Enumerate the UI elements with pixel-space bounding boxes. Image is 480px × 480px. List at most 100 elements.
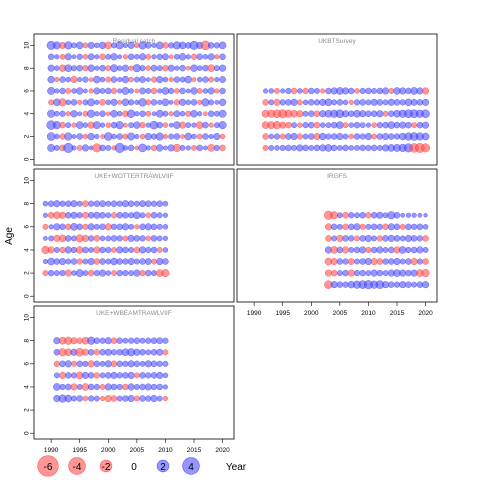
residual-bubble (213, 132, 221, 141)
residual-bubble (104, 223, 112, 231)
x-tick-label: 1995 (275, 310, 290, 317)
residual-bubble (87, 360, 95, 368)
residual-bubble (87, 372, 95, 379)
residual-bubble (421, 143, 431, 153)
residual-bubble (173, 76, 181, 83)
residual-bubble (59, 223, 66, 231)
residual-bubble (279, 144, 286, 152)
residual-bubble (213, 65, 220, 72)
residual-bubble (65, 235, 72, 242)
residual-bubble (42, 200, 49, 207)
residual-bubble (127, 383, 135, 391)
residual-bubble (308, 133, 315, 140)
residual-bubble (127, 234, 135, 242)
residual-bubble (117, 99, 123, 105)
residual-bubble (116, 235, 123, 242)
residual-bubble (116, 269, 123, 277)
residual-bubble (100, 395, 106, 402)
residual-bubble (167, 64, 175, 72)
residual-bubble (376, 269, 384, 277)
residual-bubble (359, 235, 366, 242)
residual-bubble (376, 223, 383, 230)
residual-bubble (203, 111, 208, 117)
residual-bubble (126, 109, 136, 118)
residual-bubble (393, 99, 401, 106)
residual-bubble (70, 337, 78, 345)
legend-label: 4 (188, 462, 194, 473)
residual-bubble (320, 88, 326, 94)
residual-bubble (64, 41, 73, 50)
residual-bubble (382, 99, 389, 106)
residual-bubble (139, 349, 146, 356)
residual-bubble (342, 133, 349, 140)
residual-bubble (150, 394, 158, 403)
residual-bubble (410, 98, 418, 106)
residual-bubble (145, 235, 152, 242)
residual-bubble (82, 42, 89, 49)
residual-bubble (161, 87, 170, 95)
residual-bubble (387, 223, 395, 231)
residual-bubble (191, 133, 197, 140)
y-tick-label: 2 (23, 408, 30, 412)
residual-bubble (162, 200, 169, 207)
residual-bubble (405, 258, 412, 265)
residual-bubble (342, 258, 349, 265)
residual-bubble (285, 87, 292, 95)
residual-bubble (179, 98, 187, 106)
residual-bubble (162, 133, 168, 140)
residual-bubble (399, 99, 406, 106)
residual-bubble (162, 76, 169, 83)
residual-bubble (47, 87, 56, 95)
residual-bubble (116, 200, 123, 207)
residual-bubble (65, 212, 72, 219)
residual-bubble (168, 111, 174, 117)
residual-bubble (330, 144, 338, 152)
residual-bubble (150, 87, 158, 95)
residual-bubble (71, 65, 77, 72)
residual-bubble (331, 235, 338, 242)
residual-bubble (297, 122, 303, 128)
residual-bubble (94, 42, 100, 49)
legend-label: 2 (160, 462, 166, 473)
residual-bubble (263, 88, 269, 94)
residual-bubble (330, 223, 338, 231)
residual-bubble (53, 270, 60, 277)
residual-bubble (330, 133, 338, 140)
residual-bubble (88, 235, 95, 242)
residual-bubble (279, 121, 287, 129)
residual-bubble (110, 395, 118, 402)
residual-bubble (65, 76, 72, 83)
residual-bubble (105, 372, 112, 379)
residual-bubble (184, 75, 193, 84)
panel-irgfs: IRGFS 1990 1995 2000 2005 2010 2015 2020 (236, 168, 438, 317)
residual-bubble (134, 88, 140, 94)
residual-bubble (139, 235, 146, 242)
residual-bubble (134, 224, 140, 230)
residual-bubble (290, 87, 298, 95)
residual-bubble (376, 246, 384, 254)
residual-bubble (179, 64, 186, 72)
residual-bubble (376, 110, 384, 118)
panel-residual-catch: Residual catch 0 2 4 6 8 10 (23, 33, 235, 166)
residual-bubble (191, 122, 197, 128)
residual-bubble (82, 54, 89, 60)
residual-bubble (122, 145, 129, 151)
residual-bubble (319, 122, 326, 128)
residual-bubble (128, 223, 135, 230)
residual-bubble (393, 212, 401, 219)
residual-bubble (410, 246, 418, 254)
residual-bubble (87, 383, 95, 391)
residual-bubble (94, 99, 100, 105)
residual-bubble (196, 65, 203, 71)
x-tick-label: 2020 (215, 447, 230, 454)
legend: -6 -4 -2 0 2 4 Year (37, 455, 247, 477)
residual-bubble (179, 110, 186, 117)
residual-bubble (128, 76, 134, 83)
residual-bubble (145, 200, 152, 207)
residual-bubble (168, 99, 174, 105)
residual-bubble (156, 395, 163, 402)
residual-bubble (365, 223, 372, 230)
residual-bubble (388, 246, 395, 254)
y-tick-label: 6 (23, 89, 30, 93)
residual-bubble (423, 213, 428, 218)
